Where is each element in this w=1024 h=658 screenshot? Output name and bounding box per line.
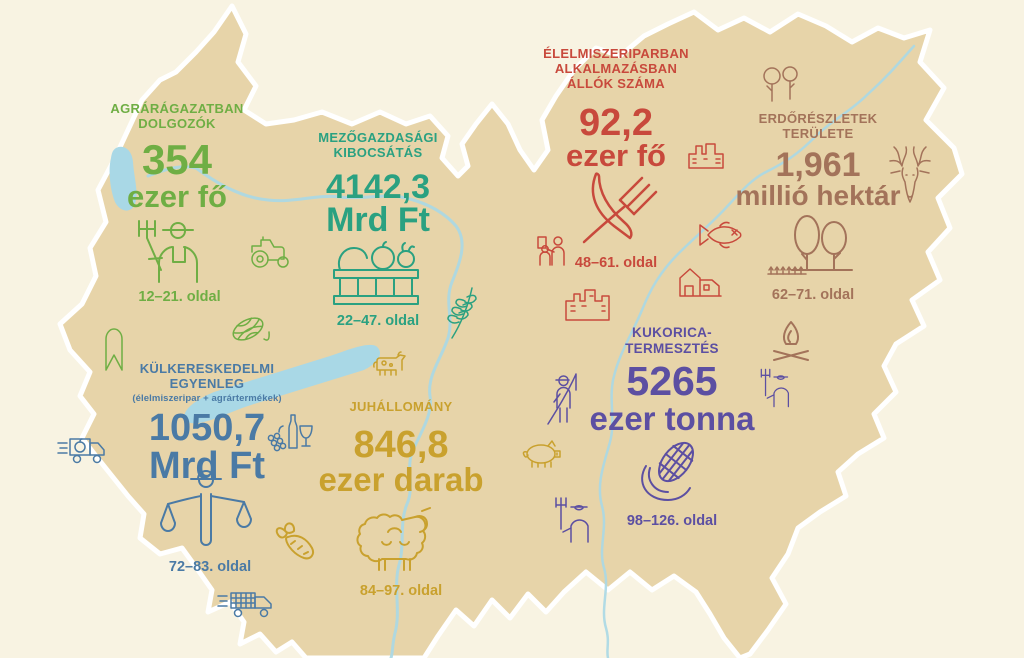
page-reference: 62–71. oldal: [771, 287, 855, 303]
deer-icon: [886, 144, 934, 206]
section-title: JUHÁLLOMÁNY: [306, 399, 496, 414]
produce-crate-icon: [328, 234, 424, 310]
trees-icon: [790, 210, 854, 276]
page-reference: 12–21. oldal: [138, 289, 221, 305]
pig-icon: [522, 440, 562, 468]
page-reference: 22–47. oldal: [336, 313, 420, 329]
title-line: KÜLKERESKEDELMI: [139, 361, 275, 376]
sheep-icon: [352, 504, 436, 572]
hungary-country-shape: [57, 3, 965, 658]
section-title: ÉLELMISZERIPARBAN ALKALMAZÁSBAN ÁLLÓK SZ…: [516, 46, 716, 91]
small-farmer-icon: [550, 494, 592, 546]
page-reference: 72–83. oldal: [168, 559, 252, 575]
title-line: AGRÁRÁGAZATBAN: [110, 101, 244, 116]
lake-balaton: [184, 344, 380, 424]
title-line: TERMESZTÉS: [625, 340, 719, 356]
stat-value: 5265: [626, 358, 718, 404]
stat-value: 354: [141, 136, 213, 183]
factory-icon: [562, 286, 612, 322]
cow-icon: [372, 350, 408, 377]
carrot-icon: [272, 522, 318, 564]
title-line: JUHÁLLOMÁNY: [349, 399, 453, 414]
title-line: ÁLLÓK SZÁMA: [567, 76, 665, 92]
stat-unit: Mrd Ft: [326, 201, 430, 239]
title-line: MEZŐGAZDASÁGI: [318, 130, 438, 145]
section-title: ERDŐRÉSZLETEK TERÜLETE: [713, 111, 923, 141]
stat-unit: ezer fő: [566, 138, 666, 173]
silo-icon: [102, 324, 126, 372]
barn-icon: [676, 266, 722, 298]
section-title: KUKORICA- TERMESZTÉS: [572, 325, 772, 356]
stat-value: 92,2: [579, 102, 653, 144]
lake-ferto: [109, 146, 137, 211]
knife-fork-icon: [570, 170, 662, 248]
crop-field-icon: [766, 258, 808, 276]
stat-unit: millió hektár: [735, 180, 901, 211]
title-line: EGYENLEG: [169, 376, 245, 392]
page-reference: 48–61. oldal: [574, 255, 658, 271]
stat-value: 4142,3: [326, 168, 430, 206]
truck-icon: [56, 434, 108, 464]
farmer-icon: [128, 216, 212, 284]
title-line: ERDŐRÉSZLETEK: [758, 111, 878, 126]
balance-scales-icon: [160, 468, 252, 560]
section-title: MEZŐGAZDASÁGI KIBOCSÁTÁS: [288, 130, 468, 160]
wheat-icon: [440, 284, 478, 342]
title-line: TERÜLETE: [782, 126, 854, 142]
fisherman-icon: [544, 366, 584, 426]
tisza-river: [598, 44, 916, 658]
section-subtitle: (élelmiszeripar + agrártermékek): [132, 393, 282, 404]
stat-unit: ezer tonna: [589, 400, 755, 437]
section-title: KÜLKERESKEDELMI EGYENLEG: [100, 361, 314, 391]
page-reference: 84–97. oldal: [359, 583, 443, 599]
danube-river: [146, 165, 464, 658]
tractor-icon: [248, 235, 292, 269]
wine-icon: [264, 412, 314, 452]
title-line: ÉLELMISZERIPARBAN: [543, 46, 689, 61]
title-line: DOLGOZÓK: [138, 116, 216, 132]
fish-icon: [698, 218, 746, 252]
stat-unit: ezer darab: [318, 461, 484, 498]
delivery-truck-icon: [217, 588, 274, 618]
corn-icon: [228, 310, 272, 348]
title-line: KUKORICA-: [632, 325, 712, 340]
stat-unit: ezer fő: [127, 179, 227, 214]
title-line: ALKALMAZÁSBAN: [554, 61, 678, 77]
corn-cob-icon: [632, 436, 708, 508]
small-trees-icon: [761, 65, 801, 105]
campfire-icon: [768, 320, 814, 362]
title-line: KIBOCSÁTÁS: [333, 145, 423, 161]
stat-value: 1050,7: [148, 407, 266, 449]
stat-value: 1,961: [775, 146, 861, 184]
small-farmer-icon: [756, 366, 792, 410]
stat-value: 846,8: [353, 424, 449, 466]
section-title: AGRÁRÁGAZATBAN DOLGOZÓK: [82, 101, 272, 131]
buildings-icon: [686, 136, 726, 170]
workers-icon: [536, 234, 568, 266]
page-reference: 98–126. oldal: [626, 513, 718, 529]
